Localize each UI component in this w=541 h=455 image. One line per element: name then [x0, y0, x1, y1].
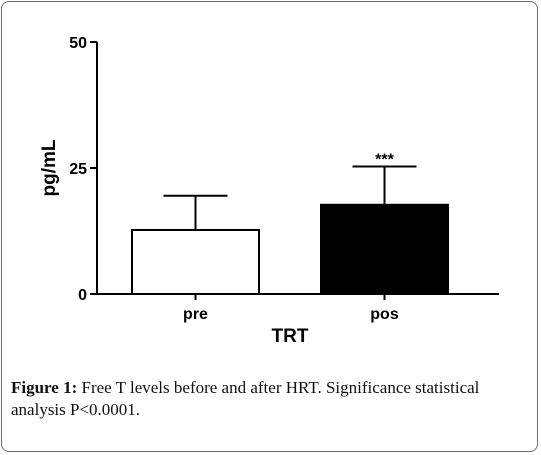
- x-tick-label: pos: [370, 306, 399, 323]
- y-tick-label: 25: [69, 161, 87, 178]
- x-axis-label: TRT: [272, 326, 309, 347]
- caption-text: Free T levels before and after HRT. Sign…: [11, 378, 480, 419]
- bars: ***: [131, 151, 449, 296]
- x-tick-label: pre: [183, 306, 208, 323]
- x-axis: pre pos: [97, 293, 499, 323]
- bar-pos: [320, 203, 449, 296]
- y-axis-label: pg/mL: [39, 139, 60, 196]
- y-tick-label: 50: [69, 35, 87, 52]
- y-axis: 0 25 50: [69, 35, 98, 304]
- y-tick-label: 0: [78, 287, 87, 304]
- bar-chart: 0 25 50 pre pos *** pg/mL TRT: [39, 35, 499, 347]
- bar-pre: [131, 228, 260, 296]
- figure-caption: Figure 1: Free T levels before and after…: [11, 377, 535, 421]
- significance-annotation: ***: [375, 151, 394, 168]
- caption-label: Figure 1:: [11, 378, 78, 397]
